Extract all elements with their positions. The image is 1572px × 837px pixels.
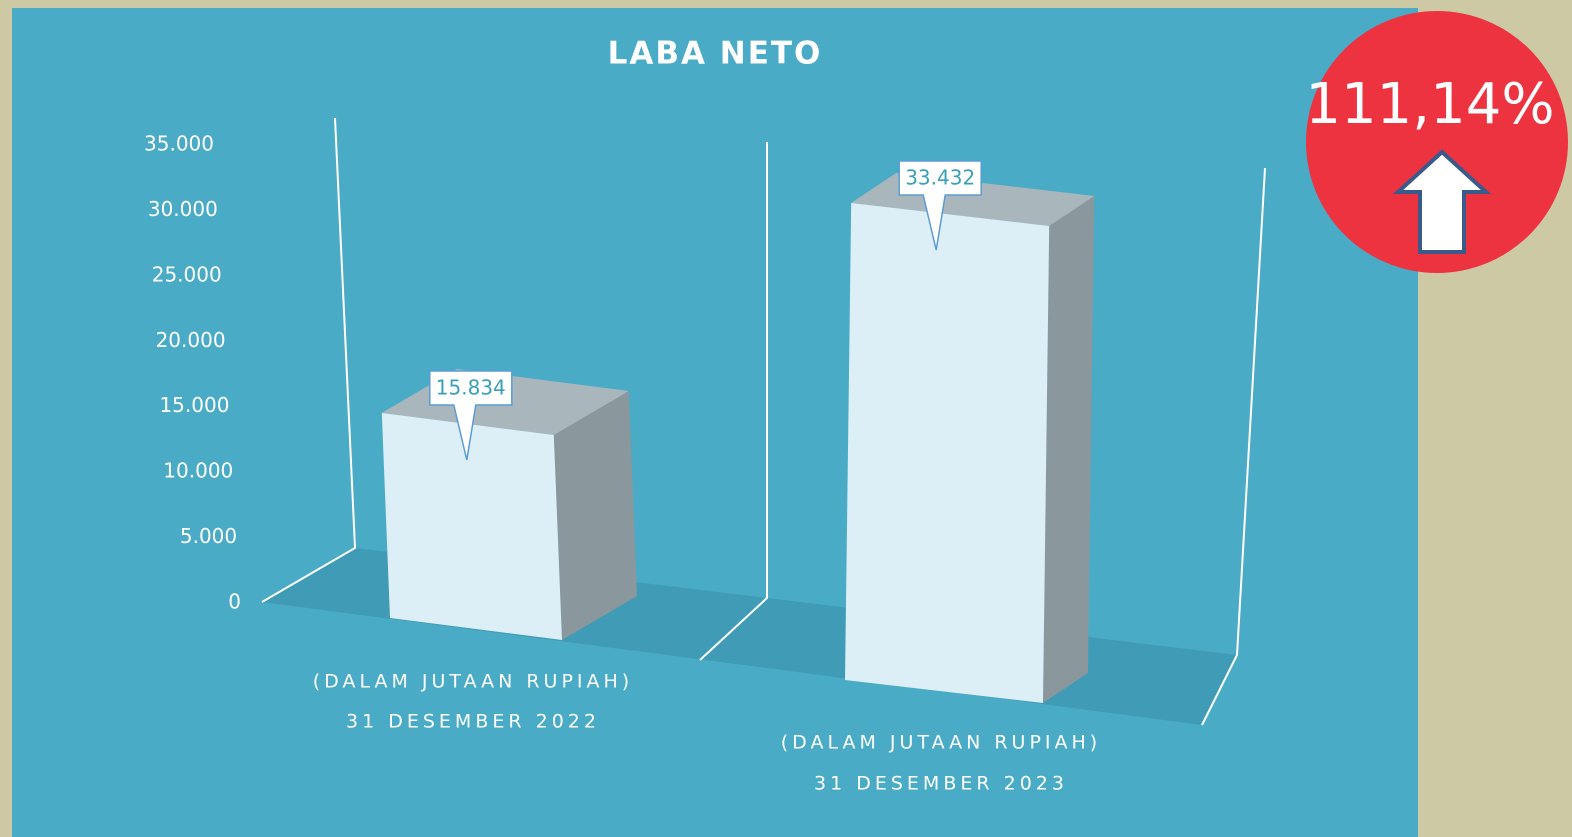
y-tick-label: 5.000 [180, 524, 237, 548]
y-tick-label: 30.000 [148, 197, 218, 221]
x-tick-label: 31 DESEMBER 2022 [346, 711, 600, 733]
wall-line [1201, 167, 1266, 726]
value-label: 15.834 [436, 376, 506, 400]
y-tick-label: 20.000 [156, 328, 226, 352]
y-tick-label: 10.000 [163, 459, 233, 483]
bar [845, 203, 1050, 703]
bar-side [1043, 196, 1095, 703]
bar [381, 413, 562, 640]
wall-line [699, 142, 768, 661]
label-callout [429, 370, 513, 461]
value-label: 33.432 [905, 166, 975, 190]
y-tick-label: 25.000 [152, 262, 222, 286]
y-tick-label: 15.000 [159, 393, 229, 417]
up-arrow [1392, 149, 1492, 254]
y-tick-label: 35.000 [144, 132, 214, 156]
x-tick-label: 31 DESEMBER 2023 [814, 773, 1068, 795]
label-callout [898, 160, 982, 251]
wall-line [261, 117, 357, 603]
y-tick-label: 0 [228, 590, 241, 614]
x-tick-label: (DALAM JUTAAN RUPIAH) [781, 732, 1101, 754]
walls [261, 117, 1266, 726]
badge-text: 111,14% [1305, 72, 1554, 137]
bar-side [553, 391, 637, 640]
badge [1306, 11, 1568, 273]
chart-title: LABA NETO [608, 36, 823, 72]
x-tick-label: (DALAM JUTAAN RUPIAH) [313, 671, 633, 693]
